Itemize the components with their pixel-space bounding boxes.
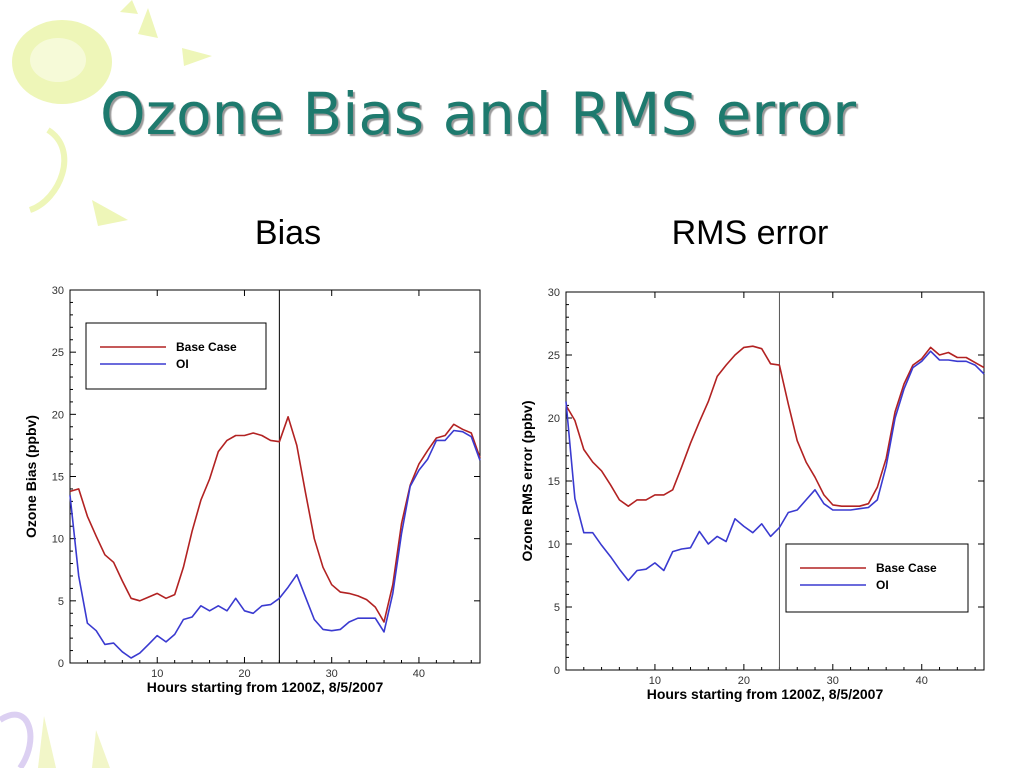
y-tick-label: 20 <box>548 413 560 425</box>
y-tick-label: 15 <box>548 476 560 488</box>
series-line-base-case <box>565 345 985 507</box>
legend-label-oi: OI <box>176 357 189 371</box>
y-tick-label: 0 <box>554 665 560 677</box>
y-tick-label: 20 <box>52 409 64 421</box>
rms-error-chart: 0 5 10 15 20 25 30 10 20 30 40 Hours starting from … <box>519 287 985 702</box>
legend-label-base-case: Base Case <box>876 561 937 575</box>
plot-frame <box>565 291 985 671</box>
y-tick-label: 10 <box>548 539 560 551</box>
x-tick-label: 20 <box>238 668 250 680</box>
series-line-base-case <box>69 416 481 623</box>
legend-box <box>85 322 267 390</box>
y-tick-label: 10 <box>52 534 64 546</box>
legend-label-oi: OI <box>876 578 889 592</box>
bias-panel-heading: Bias <box>254 214 322 252</box>
y-tick-label: 15 <box>52 472 64 484</box>
x-tick-label: 40 <box>916 675 928 687</box>
bias-chart: 0 5 10 15 20 25 30 10 20 30 40 Hours starting from … <box>23 285 481 695</box>
x-axis-label: Hours starting from 1200Z, 8/5/2007 <box>147 679 384 695</box>
x-tick-label: 10 <box>151 668 163 680</box>
y-tick-label: 25 <box>52 347 64 359</box>
series-line-oi <box>565 350 985 582</box>
x-tick-label: 20 <box>738 675 750 687</box>
y-axis-label: Ozone RMS error (ppbv) <box>519 400 535 561</box>
x-tick-label: 10 <box>649 675 661 687</box>
series-line-oi <box>69 429 481 659</box>
x-tick-label: 30 <box>326 668 338 680</box>
legend-box <box>785 543 969 613</box>
sun-decoration <box>12 0 212 226</box>
y-axis-label: Ozone Bias (ppbv) <box>23 415 39 538</box>
x-axis-label: Hours starting from 1200Z, 8/5/2007 <box>647 686 884 702</box>
slide-title: Ozone Bias and RMS error <box>100 80 857 148</box>
corner-flourish-decoration <box>0 711 110 768</box>
x-tick-label: 40 <box>413 668 425 680</box>
legend-label-base-case: Base Case <box>176 340 237 354</box>
y-tick-label: 5 <box>58 596 64 608</box>
rms-panel-heading: RMS error <box>671 214 829 252</box>
y-tick-label: 5 <box>554 602 560 614</box>
y-tick-label: 30 <box>52 285 64 297</box>
y-tick-label: 25 <box>548 350 560 362</box>
y-tick-label: 0 <box>58 658 64 670</box>
x-tick-label: 30 <box>827 675 839 687</box>
y-tick-label: 30 <box>548 287 560 299</box>
